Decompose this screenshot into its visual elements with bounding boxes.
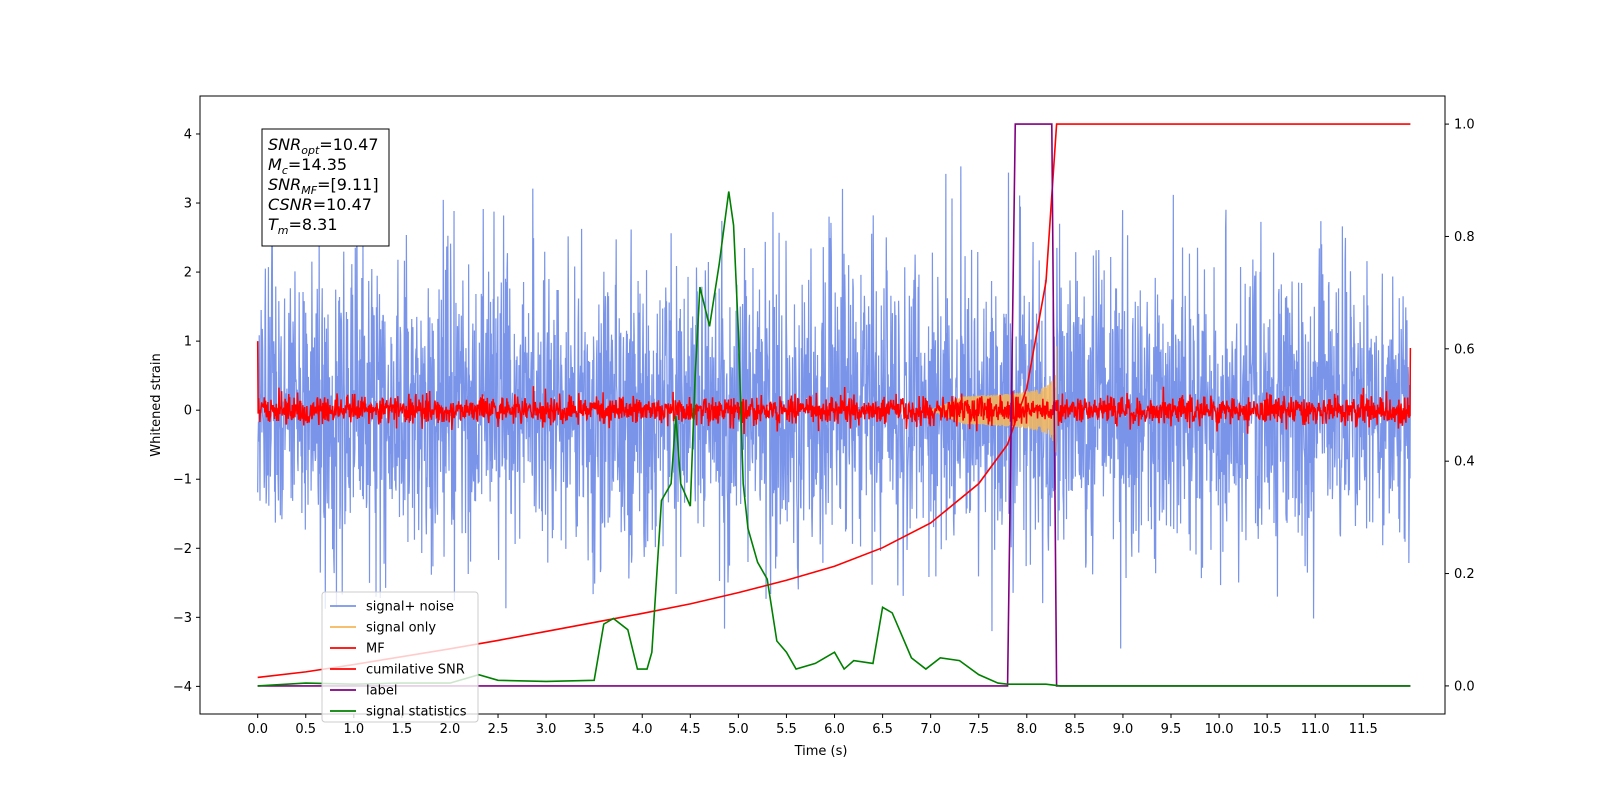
x-tick-label: 7.0 [920, 722, 941, 737]
annotation-line: Mc=14.35 [268, 155, 347, 177]
x-tick-label: 4.5 [680, 722, 701, 737]
y-tick-label: 0 [184, 404, 192, 419]
x-tick-label: 9.5 [1161, 722, 1182, 737]
x-tick-label: 7.5 [968, 722, 989, 737]
y-tick-label: −4 [173, 680, 192, 695]
annotation-symbol: CSNR [268, 195, 313, 214]
x-tick-label: 0.0 [247, 722, 268, 737]
annotation-lines: SNRopt=10.47Mc=14.35SNRMF=[9.11]CSNR=10.… [268, 135, 379, 237]
annotation-value: =14.35 [288, 155, 347, 174]
annotation-value: =10.47 [313, 195, 372, 214]
annotation-box: SNRopt=10.47Mc=14.35SNRMF=[9.11]CSNR=10.… [261, 128, 390, 247]
annotation-frame [261, 128, 390, 247]
x-tick-label: 2.0 [440, 722, 461, 737]
annotation-line: Tm=8.31 [268, 215, 338, 237]
plot-frame [199, 95, 1446, 715]
y-tick-label: −1 [173, 473, 192, 488]
annotation-value: =10.47 [319, 135, 378, 154]
x-tick-label: 1.5 [392, 722, 413, 737]
y-tick-label: 2 [184, 266, 192, 281]
x-tick-label: 6.5 [872, 722, 893, 737]
x-tick-label: 5.0 [728, 722, 749, 737]
annotation-subscript: opt [301, 144, 320, 157]
legend-label-label: label [366, 684, 397, 699]
legend-label-cumilative-snr: cumilative SNR [366, 663, 465, 678]
y-tick-label: 4 [184, 127, 192, 142]
y-tick-label: −2 [173, 542, 192, 557]
y-tick-label: 1 [184, 335, 192, 350]
annotation-symbol: T [268, 215, 279, 234]
x-tick-label: 0.5 [295, 722, 316, 737]
y2-tick-label: 0.8 [1454, 230, 1475, 245]
annotation-line: SNRopt=10.47 [268, 135, 379, 157]
y2-tick-label: 0.2 [1454, 567, 1475, 582]
x-tick-label: 10.5 [1253, 722, 1282, 737]
annotation-subscript: MF [301, 184, 317, 197]
x-tick-label: 5.5 [776, 722, 797, 737]
annotation-value: =8.31 [289, 215, 338, 234]
series-signal-statistics [257, 191, 1411, 687]
y-axis-label: Whitened strain [149, 353, 164, 456]
x-tick-label: 3.5 [584, 722, 605, 737]
x-tick-label: 11.0 [1301, 722, 1330, 737]
x-tick-label: 8.0 [1016, 722, 1037, 737]
legend-label-signal-only: signal only [366, 621, 436, 636]
x-tick-label: 1.0 [343, 722, 364, 737]
series-mf [256, 341, 1412, 435]
annotation-subscript: m [278, 224, 289, 237]
annotation-line: SNRMF=[9.11] [268, 175, 379, 197]
annotation-value: =[9.11] [317, 175, 379, 194]
x-tick-label: 11.5 [1349, 722, 1378, 737]
legend: signal+ noise signal only MF cumilative SNR… [321, 591, 479, 723]
axes-layer: 0.0 0.5 1.0 1.5 2.0 2.5 3.0 3.5 4.0 4.5 5.0 5.5 6.0 6… [173, 118, 1475, 737]
x-tick-label: 6.0 [824, 722, 845, 737]
x-tick-label: 2.5 [488, 722, 509, 737]
x-tick-label: 3.0 [536, 722, 557, 737]
y2-tick-label: 1.0 [1454, 118, 1475, 133]
x-tick-label: 9.0 [1113, 722, 1134, 737]
x-axis-label: Time (s) [794, 744, 848, 759]
y2-tick-label: 0.0 [1454, 679, 1475, 694]
legend-items: signal+ noise signal only MF cumilative SNR… [330, 600, 467, 720]
x-tick-label: 4.0 [632, 722, 653, 737]
series-signal-noise [257, 166, 1411, 649]
x-tick-label: 10.0 [1205, 722, 1234, 737]
y-tick-label: 3 [184, 197, 192, 212]
legend-label-signal-noise: signal+ noise [366, 600, 454, 615]
y-tick-label: −3 [173, 611, 192, 626]
annotation-symbol: SNR [268, 135, 301, 154]
legend-label-signal-statistics: signal statistics [366, 705, 467, 720]
legend-frame [321, 591, 479, 723]
legend-label-mf: MF [366, 642, 385, 657]
annotation-symbol: SNR [268, 175, 301, 194]
annotation-symbol: M [268, 155, 282, 174]
annotation-line: CSNR=10.47 [268, 195, 372, 214]
annotation-subscript: c [282, 164, 288, 177]
y2-tick-label: 0.6 [1454, 342, 1475, 357]
y2-tick-label: 0.4 [1454, 455, 1475, 470]
x-tick-label: 8.5 [1065, 722, 1086, 737]
